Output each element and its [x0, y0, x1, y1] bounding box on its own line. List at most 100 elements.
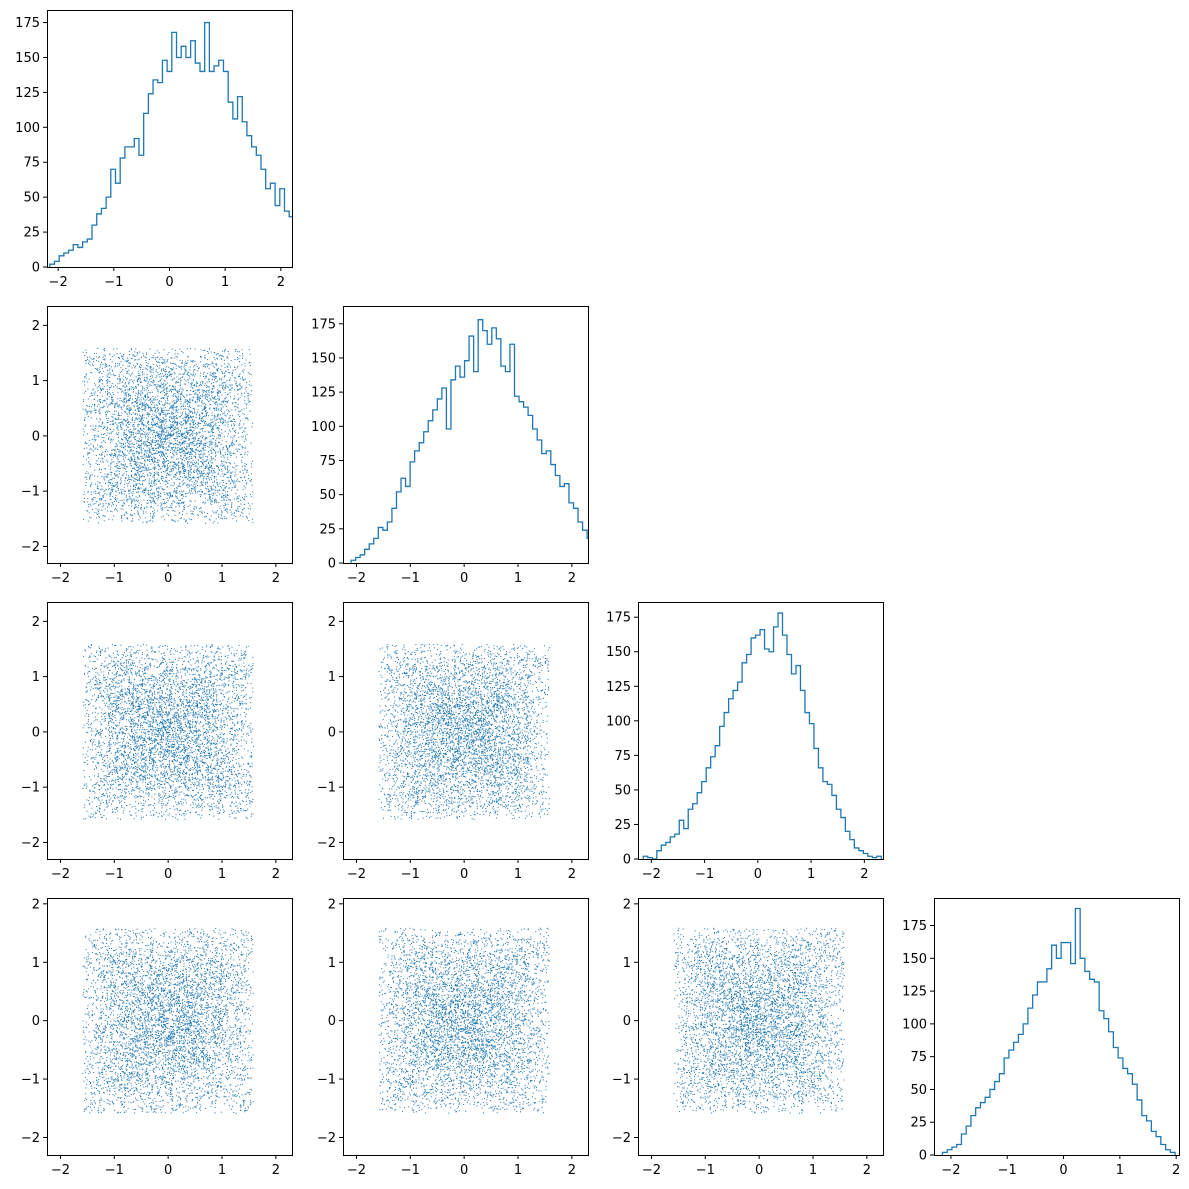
scatter-point — [158, 488, 160, 490]
scatter-point — [204, 376, 206, 378]
scatter-point — [194, 500, 196, 502]
scatter-point — [160, 378, 162, 380]
scatter-point — [201, 393, 203, 395]
scatter-point — [162, 446, 164, 448]
scatter-point — [138, 373, 140, 374]
scatter-point — [200, 453, 202, 455]
scatter-point — [136, 397, 138, 399]
scatter-point — [165, 368, 167, 370]
scatter-point — [181, 443, 183, 445]
scatter-point — [175, 463, 177, 465]
scatter-point — [149, 410, 151, 412]
scatter-point — [231, 387, 233, 389]
scatter-point — [244, 388, 246, 390]
scatter-point — [192, 511, 194, 513]
scatter-point — [118, 413, 120, 415]
scatter-point — [159, 385, 161, 387]
scatter-point — [165, 370, 167, 372]
scatter-point — [166, 481, 168, 483]
scatter-point — [184, 362, 186, 364]
scatter-point — [176, 431, 178, 433]
scatter-point — [147, 435, 149, 437]
scatter-point — [217, 522, 219, 524]
scatter-point — [245, 438, 247, 440]
scatter-point — [197, 401, 199, 403]
scatter-point — [200, 384, 202, 386]
scatter-point — [227, 450, 229, 452]
scatter-point — [225, 474, 227, 476]
y-tick-label: 175 — [902, 919, 927, 934]
scatter-point — [128, 421, 130, 423]
scatter-point — [194, 506, 196, 508]
scatter-point — [177, 353, 179, 355]
scatter-point — [207, 396, 209, 398]
scatter-point — [224, 421, 226, 423]
scatter-point — [202, 435, 204, 437]
scatter-point — [190, 457, 192, 459]
scatter-point — [185, 496, 187, 498]
scatter-point — [174, 488, 176, 490]
scatter-point — [99, 370, 101, 372]
scatter-point — [131, 450, 133, 452]
scatter-point — [173, 400, 175, 402]
scatter-point — [146, 394, 148, 396]
scatter-point — [213, 435, 215, 437]
scatter-point — [188, 430, 190, 431]
scatter-point — [221, 370, 223, 372]
scatter-point — [103, 437, 105, 439]
scatter-point — [244, 466, 246, 468]
scatter-point — [151, 418, 153, 420]
scatter-point — [136, 399, 138, 401]
scatter-point — [136, 446, 138, 448]
scatter-point — [247, 372, 249, 374]
scatter-point — [245, 479, 247, 481]
scatter-point — [181, 411, 183, 413]
scatter-point — [97, 475, 99, 477]
scatter-point — [248, 477, 250, 479]
scatter-point — [249, 479, 251, 481]
scatter-point — [239, 388, 241, 390]
scatter-point — [160, 410, 162, 412]
scatter-point — [152, 454, 154, 456]
scatter-point — [130, 456, 132, 458]
scatter-point — [147, 489, 149, 491]
scatter-point — [172, 461, 174, 463]
scatter-point — [138, 410, 140, 412]
scatter-point — [172, 386, 174, 388]
scatter-point — [205, 502, 207, 504]
scatter-point — [148, 423, 150, 425]
scatter-point — [166, 472, 168, 474]
scatter-point — [173, 395, 175, 397]
scatter-point — [224, 382, 226, 384]
scatter-point — [200, 472, 202, 474]
scatter-point — [171, 411, 173, 413]
scatter-point — [240, 454, 242, 456]
scatter-point — [173, 432, 175, 434]
scatter-point — [143, 440, 145, 442]
scatter-point — [150, 484, 152, 486]
scatter-point — [194, 490, 196, 492]
y-tick-label: 175 — [606, 611, 631, 626]
scatter-point — [220, 464, 222, 466]
scatter-point — [125, 439, 127, 441]
scatter-point — [142, 409, 144, 411]
scatter-point — [109, 428, 111, 430]
scatter-point — [223, 389, 225, 391]
scatter-point — [114, 509, 116, 511]
scatter-point — [222, 496, 224, 498]
scatter-point — [205, 410, 207, 412]
scatter-point — [187, 419, 189, 421]
scatter-point — [182, 422, 184, 424]
scatter-point — [84, 442, 86, 444]
scatter-point — [130, 460, 132, 462]
scatter-point — [166, 449, 168, 451]
scatter-point — [244, 440, 246, 442]
scatter-point — [181, 435, 183, 437]
scatter-point — [96, 444, 98, 446]
scatter-point — [150, 428, 152, 430]
scatter-point — [140, 416, 142, 418]
scatter-point — [149, 495, 151, 497]
scatter-point — [237, 385, 239, 387]
scatter-point — [211, 447, 213, 449]
scatter-point — [124, 467, 126, 469]
